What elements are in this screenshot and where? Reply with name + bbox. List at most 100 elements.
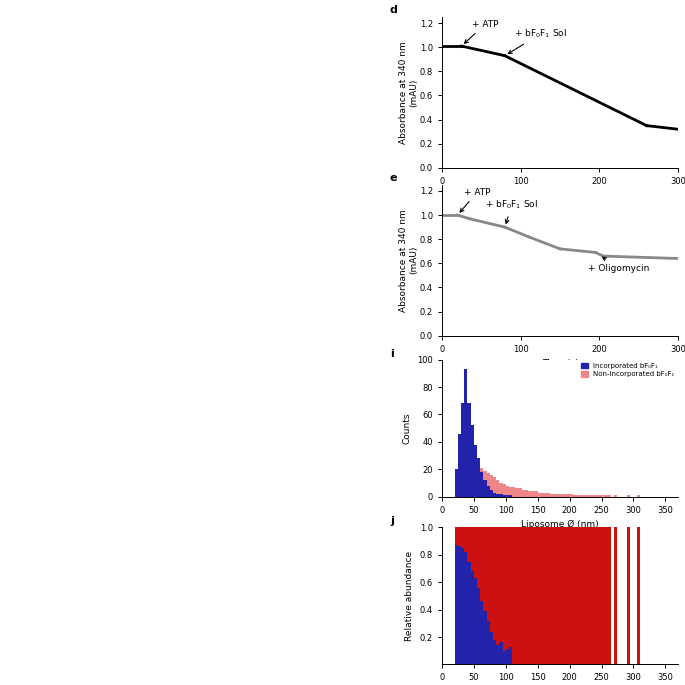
Bar — [467, 527, 471, 562]
Bar — [509, 647, 512, 664]
Bar — [579, 495, 582, 497]
Bar — [477, 588, 480, 664]
Bar — [528, 527, 532, 664]
Bar — [455, 527, 458, 545]
Bar — [455, 469, 458, 497]
Bar — [569, 527, 573, 664]
Bar — [490, 490, 493, 497]
Bar — [458, 487, 461, 497]
Text: + ATP: + ATP — [460, 188, 490, 212]
Bar — [484, 612, 486, 664]
Bar — [557, 494, 560, 497]
Bar — [601, 495, 605, 497]
Bar — [484, 527, 486, 612]
Bar — [547, 527, 551, 664]
Bar — [588, 495, 592, 497]
Bar — [605, 527, 608, 664]
Bar — [455, 545, 458, 664]
Bar — [464, 469, 467, 497]
Bar — [461, 480, 464, 497]
Bar — [506, 486, 509, 497]
Bar — [515, 488, 519, 497]
Bar — [608, 495, 611, 497]
Bar — [592, 495, 595, 497]
Text: + bF$_0$F$_1$ Sol: + bF$_0$F$_1$ Sol — [485, 199, 538, 223]
Bar — [595, 527, 598, 664]
Text: d: d — [390, 5, 398, 15]
Bar — [496, 645, 499, 664]
Bar — [512, 527, 515, 664]
Bar — [528, 491, 532, 497]
Bar — [493, 640, 496, 664]
Bar — [480, 468, 484, 497]
Bar — [486, 486, 490, 497]
Bar — [484, 480, 486, 497]
Bar — [458, 527, 461, 545]
Y-axis label: Counts: Counts — [403, 412, 412, 444]
Bar — [499, 527, 503, 642]
X-axis label: Time (s): Time (s) — [542, 359, 578, 369]
Bar — [566, 527, 569, 664]
Bar — [573, 495, 576, 497]
Bar — [503, 484, 506, 497]
Bar — [563, 494, 566, 497]
Bar — [522, 527, 525, 664]
Bar — [461, 527, 464, 548]
Bar — [503, 495, 506, 497]
Bar — [582, 527, 586, 664]
Y-axis label: Relative abundance: Relative abundance — [405, 551, 414, 641]
Bar — [522, 490, 525, 497]
Bar — [477, 527, 480, 588]
Bar — [467, 465, 471, 497]
Bar — [538, 493, 541, 497]
Bar — [551, 527, 553, 664]
Bar — [464, 551, 467, 664]
Bar — [636, 495, 640, 497]
Bar — [519, 527, 522, 664]
Bar — [490, 527, 493, 632]
Bar — [614, 527, 617, 664]
Bar — [614, 495, 617, 497]
Text: + ATP: + ATP — [464, 20, 498, 43]
Bar — [509, 495, 512, 497]
Y-axis label: Absorbance at 340 nm
(mAU): Absorbance at 340 nm (mAU) — [399, 41, 418, 144]
Bar — [496, 494, 499, 497]
Bar — [486, 621, 490, 664]
Bar — [553, 527, 557, 664]
Bar — [576, 495, 579, 497]
Bar — [471, 527, 474, 571]
Bar — [532, 491, 534, 497]
Bar — [490, 475, 493, 497]
Bar — [474, 445, 477, 497]
Bar — [560, 494, 563, 497]
Bar — [490, 632, 493, 664]
Bar — [532, 527, 534, 664]
Text: e: e — [390, 173, 397, 183]
Bar — [515, 527, 519, 664]
Bar — [461, 548, 464, 664]
Bar — [499, 642, 503, 664]
Text: i: i — [390, 349, 394, 359]
Bar — [496, 480, 499, 497]
Bar — [627, 495, 630, 497]
Bar — [480, 472, 484, 497]
Bar — [544, 493, 547, 497]
Bar — [467, 562, 471, 664]
Bar — [503, 527, 506, 651]
Bar — [455, 493, 458, 497]
Bar — [576, 527, 579, 664]
Bar — [486, 473, 490, 497]
Bar — [525, 490, 528, 497]
Bar — [586, 527, 588, 664]
Text: + Oligomycin: + Oligomycin — [588, 257, 649, 273]
Bar — [601, 527, 605, 664]
Bar — [471, 464, 474, 497]
Bar — [496, 527, 499, 645]
Bar — [534, 527, 538, 664]
Bar — [474, 466, 477, 497]
Bar — [560, 527, 563, 664]
Bar — [636, 527, 640, 664]
Bar — [480, 601, 484, 664]
Bar — [512, 487, 515, 497]
Bar — [519, 488, 522, 497]
